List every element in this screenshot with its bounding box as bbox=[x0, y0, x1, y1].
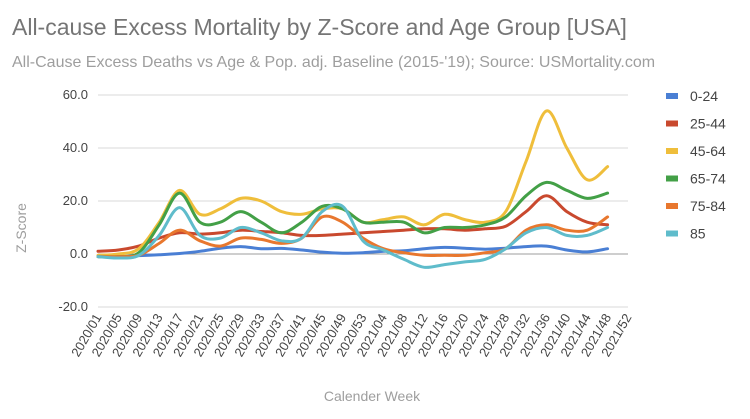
series-lines bbox=[96, 109, 610, 269]
series-line-0-24 bbox=[96, 244, 610, 259]
chart-title: All-cause Excess Mortality by Z-Score an… bbox=[12, 14, 627, 40]
legend-swatch bbox=[666, 93, 678, 99]
series-line-65-74 bbox=[96, 180, 610, 259]
legend-label: 85 bbox=[690, 226, 706, 242]
legend-label: 75-84 bbox=[690, 198, 726, 214]
legend-label: 25-44 bbox=[690, 116, 726, 132]
y-tick-label: 20.0 bbox=[63, 193, 88, 208]
legend: 0-24 25-44 45-64 65-74 75-84 85 bbox=[666, 88, 726, 242]
series-line-25-44 bbox=[96, 194, 610, 253]
legend-swatch bbox=[666, 203, 678, 209]
y-tick-label: -20.0 bbox=[58, 299, 88, 314]
legend-swatch bbox=[666, 120, 678, 127]
y-tick-label: 60.0 bbox=[63, 87, 88, 102]
chart-subtitle: All-Cause Excess Deaths vs Age & Pop. ad… bbox=[12, 54, 656, 71]
y-axis-title: Z-Score bbox=[13, 203, 29, 253]
y-axis-ticks: 60.0 40.0 20.0 0.0 -20.0 bbox=[58, 87, 88, 314]
x-axis-ticks: 2020/012020/052020/092020/132020/172020/… bbox=[68, 311, 634, 359]
series-line-85 bbox=[96, 202, 610, 269]
y-tick-label: 0.0 bbox=[70, 246, 88, 261]
legend-label: 45-64 bbox=[690, 143, 726, 159]
gridlines bbox=[98, 94, 628, 308]
y-tick-label: 40.0 bbox=[63, 140, 88, 155]
legend-swatch bbox=[666, 175, 678, 182]
legend-swatch bbox=[666, 148, 678, 154]
series-line-75-84 bbox=[96, 214, 610, 259]
legend-label: 65-74 bbox=[690, 171, 726, 187]
x-axis-title: Calender Week bbox=[324, 388, 421, 404]
legend-swatch bbox=[666, 230, 678, 237]
legend-label: 0-24 bbox=[690, 88, 718, 104]
